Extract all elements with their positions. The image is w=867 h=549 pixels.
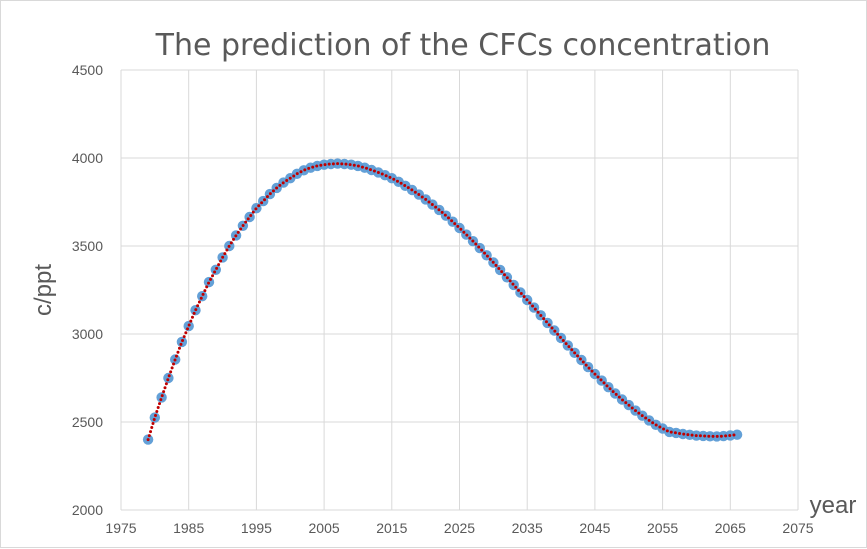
- x-tick-label: 2035: [512, 520, 543, 536]
- data-point: [149, 412, 160, 423]
- data-point: [156, 392, 167, 403]
- x-axis-label: year: [810, 492, 857, 519]
- chart-title: The prediction of the CFCs concentration: [155, 28, 771, 63]
- x-tick-label: 2045: [579, 520, 610, 536]
- trend-line: [146, 162, 739, 442]
- data-point: [176, 336, 188, 348]
- trend-layer: [146, 162, 739, 442]
- data-point: [731, 429, 743, 440]
- x-tick-label: 2075: [782, 520, 813, 536]
- y-tick-label: 3500: [72, 238, 103, 254]
- y-tick-label: 4500: [72, 62, 103, 78]
- tick-labels: 1975 1985 1995 2005 2015 2025 2035 2045 2055 2065…: [72, 62, 814, 536]
- data-point: [197, 291, 208, 302]
- y-tick-label: 3000: [72, 326, 103, 342]
- data-point: [528, 302, 540, 313]
- x-tick-label: 2055: [647, 520, 678, 536]
- data-point: [163, 372, 174, 384]
- x-tick-label: 2025: [444, 520, 475, 536]
- points-layer: [142, 158, 743, 445]
- data-point: [210, 264, 221, 275]
- y-tick-label: 2500: [72, 414, 103, 430]
- y-tick-label: 2000: [72, 502, 103, 518]
- x-tick-label: 1975: [105, 520, 136, 536]
- x-tick-label: 1985: [173, 520, 204, 536]
- x-tick-label: 1995: [241, 520, 272, 536]
- y-tick-label: 4000: [72, 150, 103, 166]
- gridlines: [120, 69, 799, 511]
- y-axis-label: c/ppt: [30, 264, 57, 316]
- x-tick-label: 2065: [715, 520, 746, 536]
- x-tick-label: 2015: [376, 520, 407, 536]
- x-tick-label: 2005: [309, 520, 340, 536]
